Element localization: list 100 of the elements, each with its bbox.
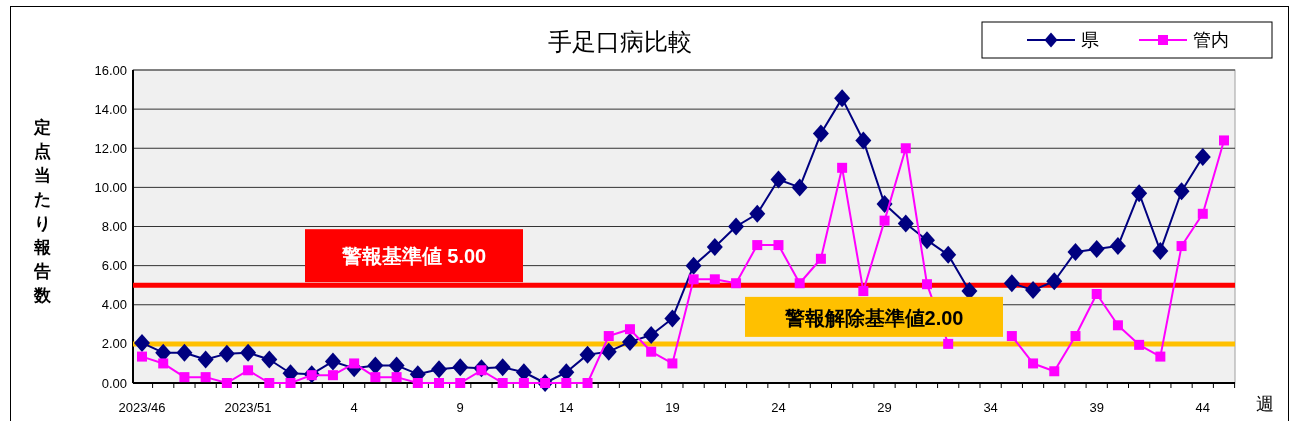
point (1046, 272, 1063, 291)
x-tick-label: 34 (983, 400, 998, 415)
x-tick-label: 39 (1089, 400, 1104, 415)
point (391, 372, 402, 383)
y-tick-label: 2.00 (101, 336, 127, 352)
point (624, 324, 635, 335)
point (728, 217, 745, 236)
point (218, 344, 235, 363)
point (1088, 240, 1105, 258)
point (731, 278, 742, 289)
point (770, 170, 787, 189)
x-tick-label: 2023/46 (118, 400, 166, 415)
y-tick-label: 6.00 (101, 258, 127, 274)
point (752, 240, 763, 251)
point (1197, 208, 1208, 219)
point (518, 378, 529, 388)
x-tick-label: 24 (771, 400, 786, 415)
point (918, 231, 935, 250)
y-tick-label: 4.00 (101, 297, 127, 313)
point (179, 372, 190, 383)
point (900, 143, 911, 154)
y-tick-label: 12.00 (94, 140, 127, 156)
point (455, 378, 466, 388)
point (943, 338, 954, 349)
point (749, 204, 766, 223)
point (1112, 320, 1123, 331)
x-tick-label: 19 (665, 400, 680, 415)
point (773, 240, 784, 251)
point (1025, 281, 1042, 300)
x-tick-label: 44 (1195, 400, 1211, 415)
point (1067, 242, 1084, 261)
x-tick-label: 9 (456, 400, 464, 415)
y-tick-label: 16.00 (94, 62, 127, 78)
point (494, 358, 511, 377)
x-axis-title: 週 (1256, 394, 1274, 414)
point (1131, 184, 1148, 203)
point (240, 343, 257, 362)
point (621, 332, 638, 351)
point (709, 274, 720, 285)
point (794, 278, 805, 289)
point (1006, 331, 1017, 342)
point (706, 238, 723, 257)
point (134, 333, 150, 352)
point (685, 256, 702, 275)
legend-label: 管内 (1193, 30, 1229, 51)
x-tick-label: 4 (350, 400, 358, 415)
y-tick-label: 0.00 (101, 375, 127, 391)
point (1152, 241, 1169, 260)
chart-title: 手足口病比較 (548, 28, 692, 55)
point (582, 378, 593, 388)
point (1003, 274, 1020, 293)
point (431, 360, 448, 379)
y-tick-label: 8.00 (101, 219, 127, 235)
point (837, 162, 848, 173)
point (1176, 241, 1187, 252)
point (176, 343, 193, 362)
point (197, 350, 214, 369)
point (664, 309, 681, 328)
point (412, 378, 423, 388)
point (497, 378, 508, 388)
point (643, 326, 660, 345)
point (434, 378, 445, 388)
point (897, 214, 914, 233)
y-tick-label: 14.00 (94, 101, 127, 117)
ref-line-label: 警報解除基準値2.00 (783, 306, 964, 329)
point (646, 346, 657, 357)
point (834, 89, 851, 108)
point (452, 358, 469, 377)
point (221, 378, 232, 388)
point (327, 370, 338, 381)
point (791, 178, 808, 197)
point (579, 345, 596, 364)
point (858, 286, 869, 297)
point (815, 253, 826, 264)
x-tick-label: 14 (559, 400, 574, 415)
point (1091, 288, 1102, 299)
x-tick-label: 2023/51 (224, 400, 272, 415)
point (349, 358, 360, 369)
point (243, 365, 254, 376)
point (388, 356, 405, 375)
point (1173, 182, 1190, 201)
point (261, 350, 278, 369)
point (1070, 331, 1081, 342)
point (1028, 358, 1039, 369)
point (264, 378, 275, 388)
point (1109, 237, 1126, 256)
point (1194, 148, 1211, 167)
point (370, 372, 381, 383)
x-tick-label: 29 (877, 400, 892, 415)
y-axis-title: 定点当たり報告数 (32, 118, 52, 305)
point (1219, 135, 1229, 146)
ref-line-label: 警報基準値 5.00 (340, 245, 487, 268)
point (324, 352, 341, 371)
point (688, 274, 699, 285)
point (812, 124, 829, 143)
point (921, 279, 932, 290)
point (1134, 339, 1145, 350)
point (667, 358, 678, 369)
point (137, 351, 147, 362)
point (600, 342, 617, 361)
